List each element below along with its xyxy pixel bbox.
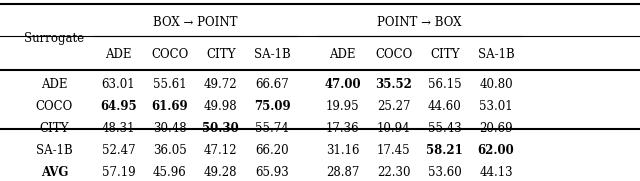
Text: SA-1B: SA-1B: [253, 48, 291, 61]
Text: 61.69: 61.69: [151, 100, 188, 113]
Text: CITY: CITY: [430, 48, 460, 61]
Text: 55.74: 55.74: [255, 122, 289, 135]
Text: SA-1B: SA-1B: [477, 48, 515, 61]
Text: 66.67: 66.67: [255, 78, 289, 91]
Text: 30.48: 30.48: [153, 122, 186, 135]
Text: 49.28: 49.28: [204, 166, 237, 179]
Text: SA-1B: SA-1B: [36, 144, 73, 157]
Text: CITY: CITY: [40, 122, 69, 135]
Text: 45.96: 45.96: [153, 166, 186, 179]
Text: CITY: CITY: [206, 48, 236, 61]
Text: 65.93: 65.93: [255, 166, 289, 179]
Text: 50.30: 50.30: [202, 122, 239, 135]
Text: 20.69: 20.69: [479, 122, 513, 135]
Text: 10.94: 10.94: [377, 122, 410, 135]
Text: 40.80: 40.80: [479, 78, 513, 91]
Text: ADE: ADE: [105, 48, 132, 61]
Text: 49.98: 49.98: [204, 100, 237, 113]
Text: 53.60: 53.60: [428, 166, 461, 179]
Text: 62.00: 62.00: [477, 144, 515, 157]
Text: 44.13: 44.13: [479, 166, 513, 179]
Text: 17.36: 17.36: [326, 122, 359, 135]
Text: 47.12: 47.12: [204, 144, 237, 157]
Text: 48.31: 48.31: [102, 122, 135, 135]
Text: 63.01: 63.01: [102, 78, 135, 91]
Text: 44.60: 44.60: [428, 100, 461, 113]
Text: 28.87: 28.87: [326, 166, 359, 179]
Text: 25.27: 25.27: [377, 100, 410, 113]
Text: Surrogate: Surrogate: [24, 32, 84, 45]
Text: 55.61: 55.61: [153, 78, 186, 91]
Text: 19.95: 19.95: [326, 100, 359, 113]
Text: COCO: COCO: [375, 48, 412, 61]
Text: 75.09: 75.09: [253, 100, 291, 113]
Text: 35.52: 35.52: [375, 78, 412, 91]
Text: 52.47: 52.47: [102, 144, 135, 157]
Text: 64.95: 64.95: [100, 100, 137, 113]
Text: 56.15: 56.15: [428, 78, 461, 91]
Text: COCO: COCO: [36, 100, 73, 113]
Text: POINT → BOX: POINT → BOX: [377, 16, 461, 29]
Text: 53.01: 53.01: [479, 100, 513, 113]
Text: 31.16: 31.16: [326, 144, 359, 157]
Text: BOX → POINT: BOX → POINT: [153, 16, 237, 29]
Text: 49.72: 49.72: [204, 78, 237, 91]
Text: 58.21: 58.21: [426, 144, 463, 157]
Text: ADE: ADE: [329, 48, 356, 61]
Text: 66.20: 66.20: [255, 144, 289, 157]
Text: 55.43: 55.43: [428, 122, 461, 135]
Text: COCO: COCO: [151, 48, 188, 61]
Text: ADE: ADE: [41, 78, 68, 91]
Text: 22.30: 22.30: [377, 166, 410, 179]
Text: 47.00: 47.00: [324, 78, 361, 91]
Text: 17.45: 17.45: [377, 144, 410, 157]
Text: 36.05: 36.05: [153, 144, 186, 157]
Text: AVG: AVG: [41, 166, 68, 179]
Text: 57.19: 57.19: [102, 166, 135, 179]
